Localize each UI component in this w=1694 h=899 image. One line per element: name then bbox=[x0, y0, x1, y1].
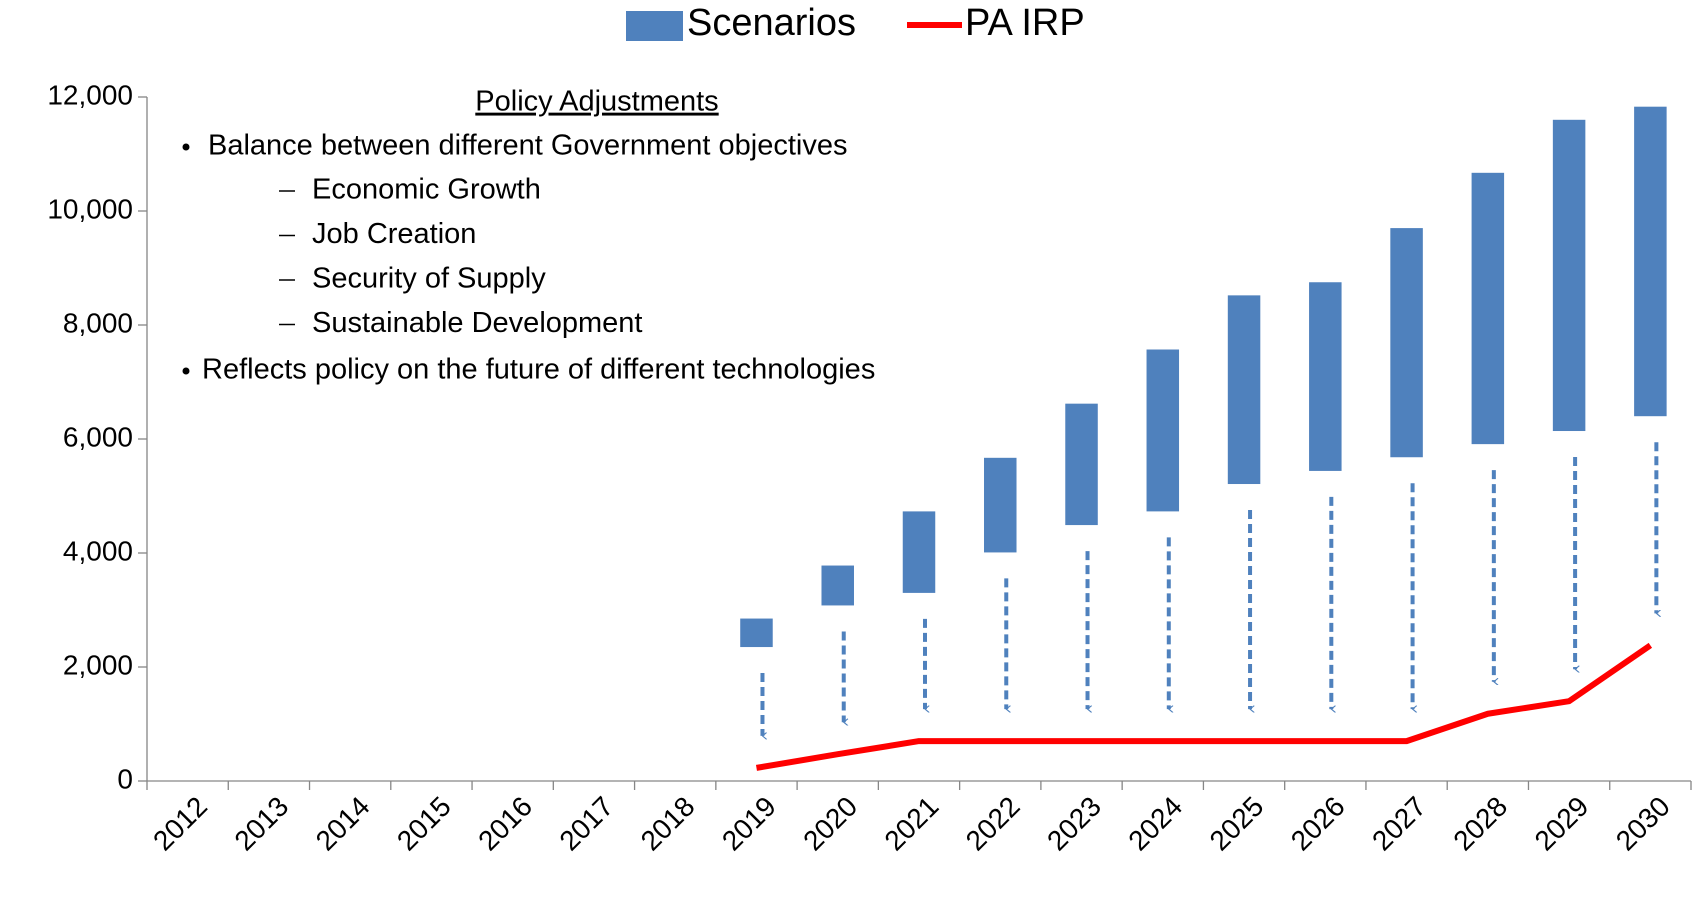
range-bar bbox=[1309, 282, 1342, 471]
range-bar bbox=[1552, 119, 1586, 432]
x-tick-label: 2023 bbox=[1041, 791, 1107, 857]
y-tick-label: 0 bbox=[117, 763, 133, 794]
x-tick-label: 2022 bbox=[960, 791, 1026, 857]
y-tick-label: 12,000 bbox=[47, 79, 133, 110]
x-tick-label: 2021 bbox=[878, 791, 944, 857]
range-bar bbox=[902, 511, 936, 593]
y-tick-label: 8,000 bbox=[63, 307, 133, 338]
range-bar bbox=[1146, 349, 1180, 512]
x-tick-label: 2014 bbox=[310, 791, 376, 857]
annotation-subitem: Security of Supply bbox=[312, 263, 546, 295]
x-tick-label: 2012 bbox=[147, 791, 213, 857]
legend-label: PA IRP bbox=[965, 2, 1085, 44]
x-tick-label: 2013 bbox=[228, 791, 294, 857]
x-tick-label: 2018 bbox=[635, 791, 701, 857]
legend-swatch bbox=[626, 11, 683, 41]
x-tick-label: 2029 bbox=[1529, 791, 1595, 857]
annotation-bullet: Reflects policy on the future of differe… bbox=[202, 354, 875, 386]
bullet bbox=[182, 367, 190, 375]
y-tick-label: 10,000 bbox=[47, 193, 133, 224]
y-tick-label: 6,000 bbox=[63, 421, 133, 452]
range-bar bbox=[1065, 403, 1098, 526]
x-tick-label: 2017 bbox=[553, 791, 619, 857]
range-bar bbox=[1634, 106, 1667, 417]
range-bar bbox=[1390, 228, 1423, 458]
x-tick-label: 2024 bbox=[1122, 791, 1188, 857]
x-tick-label: 2028 bbox=[1447, 791, 1513, 857]
x-tick-label: 2027 bbox=[1366, 791, 1432, 857]
annotation-heading: Policy Adjustments bbox=[475, 86, 718, 118]
x-tick-label: 2030 bbox=[1610, 791, 1676, 857]
bullet bbox=[182, 143, 190, 151]
annotation-subitem: Economic Growth bbox=[312, 174, 541, 206]
y-tick-label: 2,000 bbox=[63, 649, 133, 680]
range-bar bbox=[984, 457, 1017, 553]
annotation-subitem: Sustainable Development bbox=[312, 307, 642, 339]
annotation-bullet: Balance between different Government obj… bbox=[208, 130, 847, 162]
x-tick-label: 2026 bbox=[1285, 791, 1351, 857]
range-bar bbox=[1471, 172, 1505, 445]
x-tick-label: 2020 bbox=[797, 791, 863, 857]
range-bar bbox=[1227, 295, 1261, 485]
x-tick-label: 2025 bbox=[1204, 791, 1270, 857]
range-bar bbox=[740, 618, 773, 648]
line bbox=[755, 642, 1653, 771]
x-tick-label: 2019 bbox=[716, 791, 782, 857]
x-tick-label: 2016 bbox=[472, 791, 538, 857]
range-bar bbox=[821, 565, 854, 606]
legend-label: Scenarios bbox=[687, 2, 856, 44]
y-tick-label: 4,000 bbox=[63, 535, 133, 566]
annotation-subitem: Job Creation bbox=[312, 218, 476, 250]
x-tick-label: 2015 bbox=[391, 791, 457, 857]
